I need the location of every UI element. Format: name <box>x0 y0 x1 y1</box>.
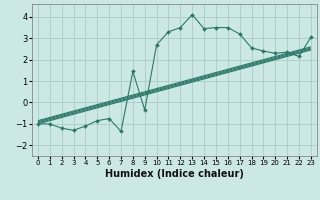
X-axis label: Humidex (Indice chaleur): Humidex (Indice chaleur) <box>105 169 244 179</box>
